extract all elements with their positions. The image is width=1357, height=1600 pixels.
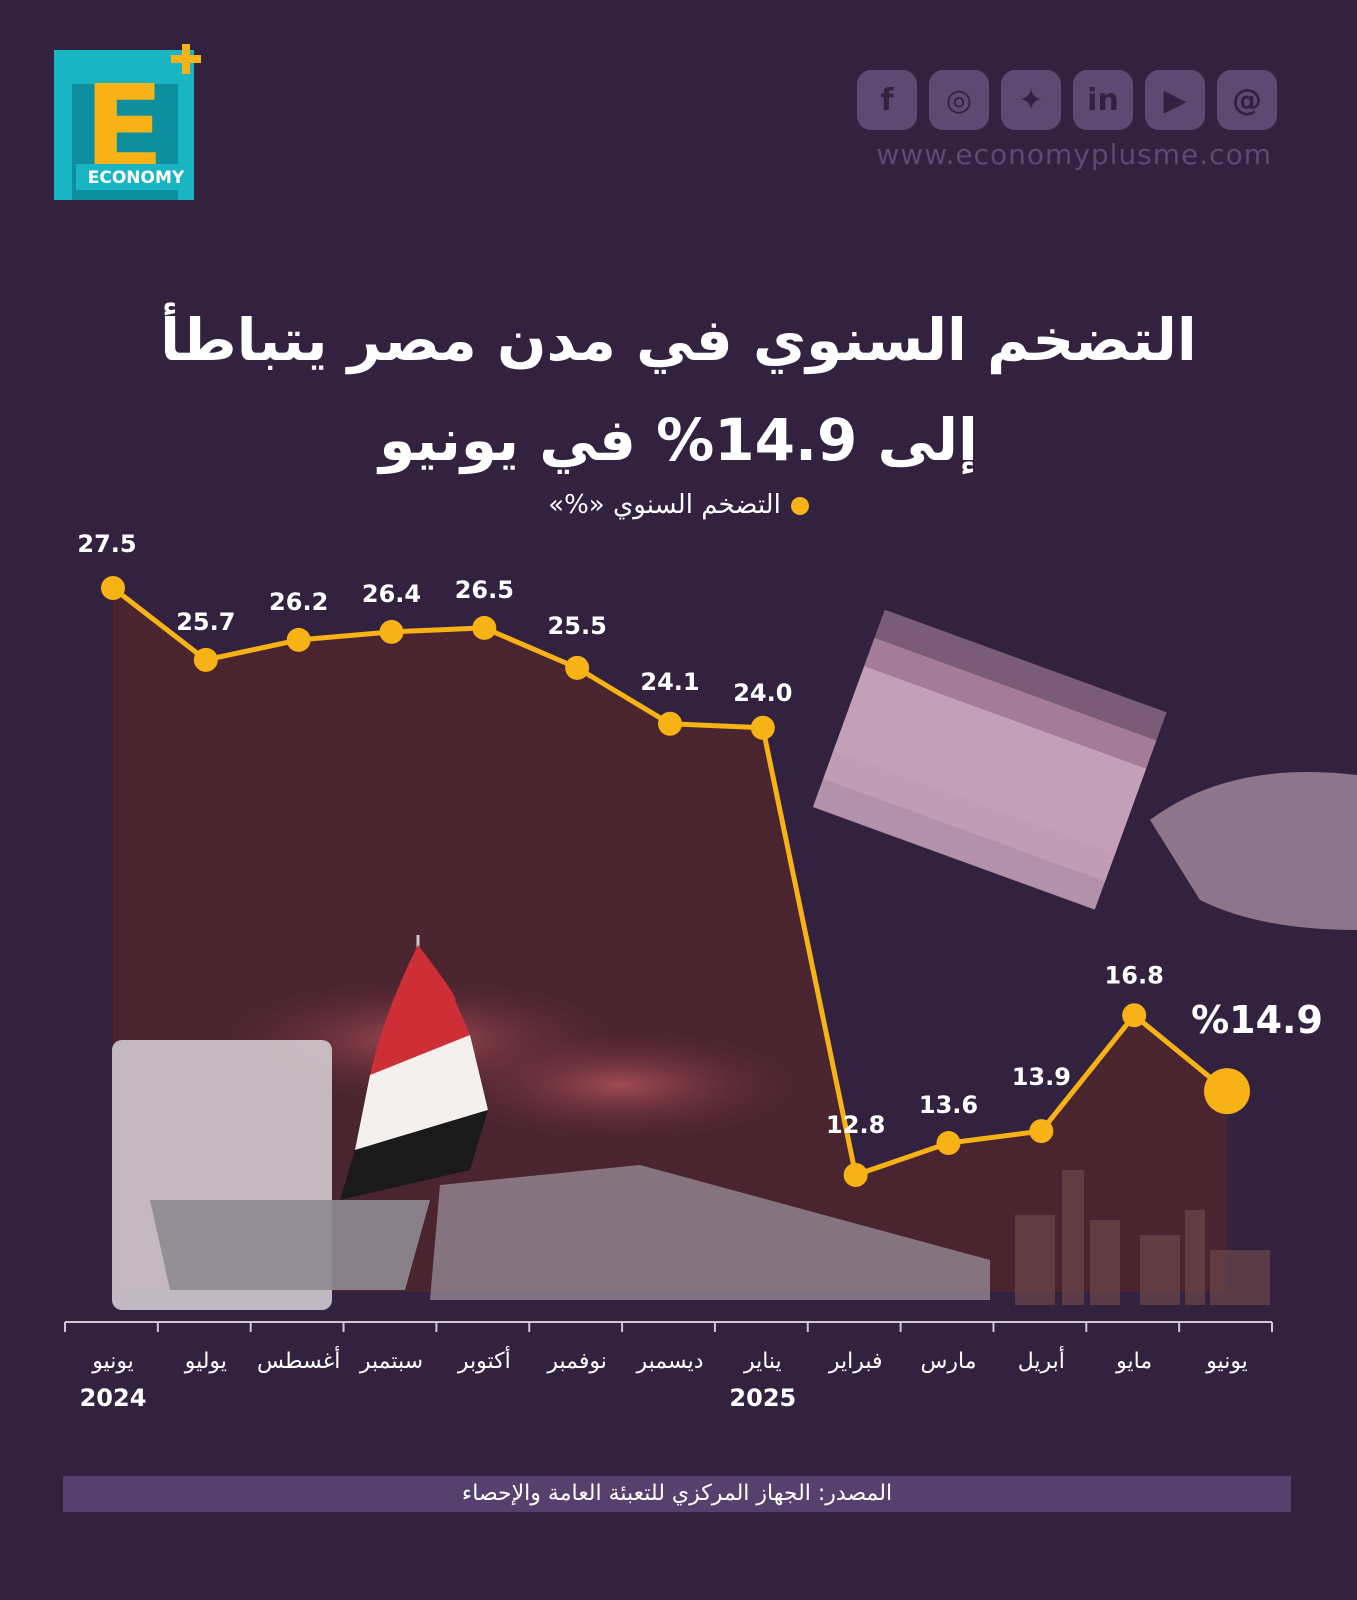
x-tick-label: ديسمبر: [635, 1349, 703, 1374]
youtube-icon[interactable]: ▶: [1145, 70, 1205, 130]
hand-image: [1150, 772, 1357, 930]
data-point: [1122, 1003, 1147, 1028]
data-label: 25.5: [548, 612, 607, 640]
headline-line-1: التضخم السنوي في مدن مصر يتباطأ: [160, 306, 1197, 374]
data-point: [193, 647, 218, 672]
basket-image: [150, 1200, 430, 1290]
source-text: المصدر: الجهاز المركزي للتعبئة العامة وا…: [461, 1481, 893, 1506]
legend-dot-icon: [790, 496, 809, 515]
year-label: 2024: [80, 1384, 147, 1412]
x-tick-label: يوليو: [184, 1349, 227, 1374]
x-tick-label: فبراير: [828, 1349, 883, 1374]
social-icons: f ◎ ✦ in ▶ @: [857, 70, 1277, 130]
x-tick-label: سبتمبر: [359, 1349, 423, 1374]
data-label: 25.7: [176, 608, 235, 636]
data-point: [379, 619, 404, 644]
data-label: 13.6: [919, 1091, 978, 1119]
x-tick-label: يونيو: [91, 1349, 134, 1374]
data-label: 26.4: [362, 580, 421, 608]
economy-logo: E ECONOMY: [54, 44, 201, 200]
data-label: 13.9: [1012, 1063, 1071, 1091]
logo-word: ECONOMY: [88, 168, 185, 188]
x-tick-label: مايو: [1115, 1349, 1152, 1374]
flag-white-band: [355, 1035, 488, 1150]
highlight-label: %14.9: [1191, 998, 1323, 1042]
source-bar: المصدر: الجهاز المركزي للتعبئة العامة وا…: [63, 1476, 1291, 1512]
headline-line-2: إلى 14.9% في يونيو: [379, 406, 978, 474]
decorative-illustrations: [112, 609, 1357, 1310]
data-label: 26.5: [455, 576, 514, 604]
data-point: [565, 655, 590, 680]
year-label: 2025: [729, 1384, 796, 1412]
x-tick-label: أكتوبر: [457, 1346, 511, 1374]
data-point: [936, 1131, 961, 1156]
data-point: [101, 576, 125, 600]
legend-label: التضخم السنوي «%»: [548, 490, 781, 520]
twitter-icon[interactable]: ✦: [1001, 70, 1061, 130]
data-point: [658, 711, 682, 736]
data-point: [843, 1163, 868, 1187]
data-point: [472, 615, 497, 640]
x-tick-label: نوفمبر: [546, 1349, 607, 1374]
data-point: [750, 715, 775, 740]
chart-legend: التضخم السنوي «%»: [0, 490, 1357, 520]
x-tick-label: يونيو: [1205, 1349, 1248, 1374]
headline: التضخم السنوي في مدن مصر يتباطأ إلى 14.9…: [0, 290, 1357, 490]
x-tick-label: أبريل: [1018, 1346, 1065, 1374]
instagram-icon[interactable]: ◎: [929, 70, 989, 130]
data-label: 24.0: [733, 679, 792, 707]
bank-building-image: [430, 1165, 990, 1300]
city-skyline-image: [1015, 1170, 1270, 1305]
flag-red-band: [370, 945, 470, 1075]
data-point: [286, 627, 311, 652]
data-label: 27.5: [77, 530, 136, 558]
data-label: 26.2: [269, 588, 328, 616]
banknotes-image: [812, 609, 1167, 910]
x-tick-label: أغسطس: [257, 1346, 340, 1374]
linkedin-icon[interactable]: in: [1073, 70, 1133, 130]
x-tick-label: مارس: [921, 1349, 977, 1374]
x-tick-label: يناير: [743, 1349, 782, 1374]
website-url[interactable]: www.economyplusme.com: [876, 138, 1272, 171]
facebook-icon[interactable]: f: [857, 70, 917, 130]
highlight-point: [1204, 1068, 1250, 1115]
cloud-shape: [440, 1030, 800, 1140]
data-label: 16.8: [1105, 961, 1164, 989]
data-label: 12.8: [826, 1111, 885, 1139]
flag-black-band: [340, 1110, 488, 1200]
data-label: 24.1: [640, 668, 699, 696]
threads-icon[interactable]: @: [1217, 70, 1277, 130]
data-point: [1029, 1119, 1054, 1144]
